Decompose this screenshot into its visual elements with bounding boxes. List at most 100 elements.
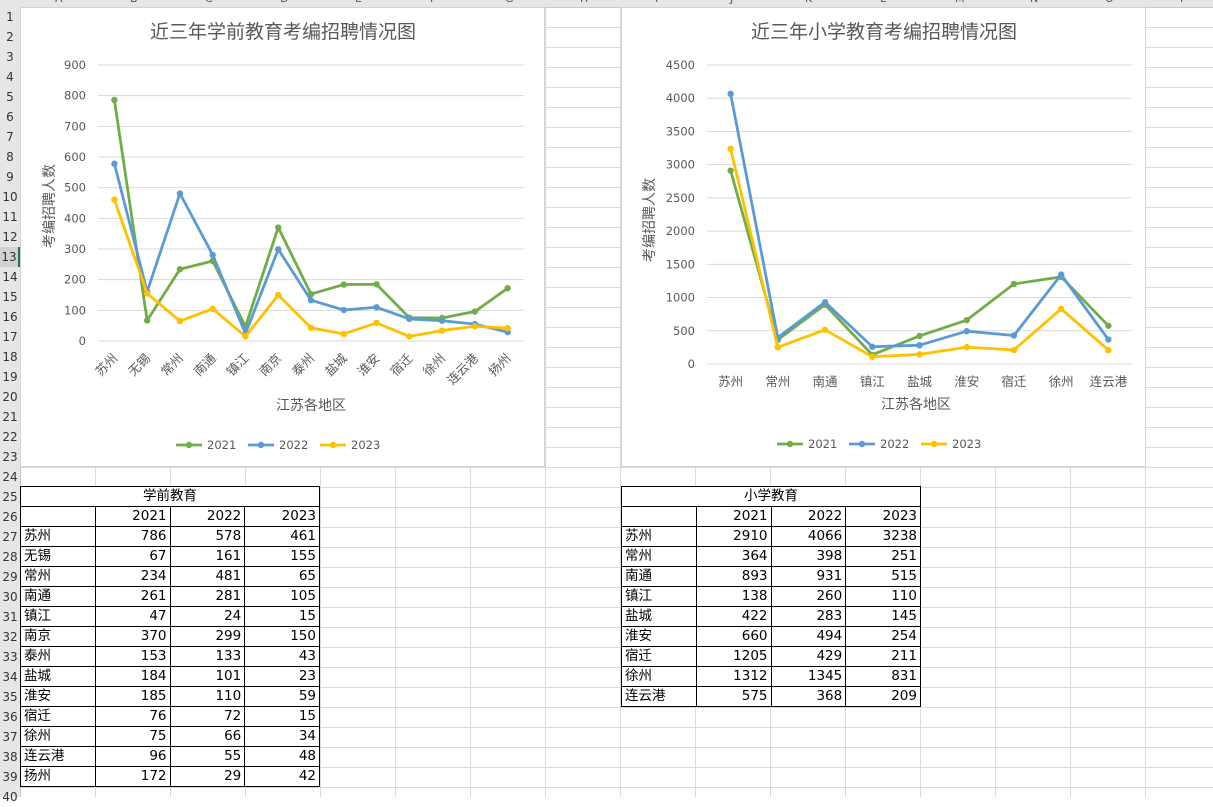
column-header-p[interactable]: P [1180,0,1187,5]
row-number-12[interactable]: 12 [2,230,18,244]
chart-primary-series-2022-point[interactable] [727,90,734,98]
row-number-4[interactable]: 4 [6,70,14,84]
chart-primary-series-2021-point[interactable] [916,332,923,340]
row-number-40[interactable]: 40 [2,790,18,804]
chart-preschool-series-2023-point[interactable] [438,327,446,334]
table-primary-value-cell[interactable]: 145 [845,606,921,627]
table-preschool-value-cell[interactable]: 55 [169,746,246,767]
table-primary-value-cell[interactable]: 831 [845,666,921,687]
table-preschool-value-cell[interactable]: 48 [244,746,320,767]
column-header-d[interactable]: D [280,0,288,5]
table-preschool-value-cell[interactable]: 59 [244,686,320,707]
table-primary-region-cell[interactable]: 徐州 [621,666,697,687]
chart-preschool-series-2021-point[interactable] [471,308,479,315]
row-number-38[interactable]: 38 [2,750,18,764]
row-number-37[interactable]: 37 [2,730,18,744]
chart-preschool-series-2022-point[interactable] [438,317,446,324]
table-preschool-header-cell[interactable] [20,506,96,527]
chart-preschool-series-2021-point[interactable] [176,266,184,273]
row-number-28[interactable]: 28 [2,550,18,564]
table-preschool-region-cell[interactable]: 南京 [20,626,96,647]
column-header-g[interactable]: G [505,0,514,5]
table-preschool-value-cell[interactable]: 161 [169,546,246,567]
row-number-34[interactable]: 34 [2,670,18,684]
row-number-8[interactable]: 8 [6,150,14,164]
row-number-19[interactable]: 19 [2,370,18,384]
chart-primary-series-2021-point[interactable] [963,316,970,324]
row-number-24[interactable]: 24 [2,470,18,484]
table-preschool-value-cell[interactable]: 370 [94,626,171,647]
row-number-36[interactable]: 36 [2,710,18,724]
table-preschool-region-cell[interactable]: 徐州 [20,726,96,747]
table-primary-value-cell[interactable]: 660 [695,626,772,647]
table-primary-value-cell[interactable]: 422 [695,606,772,627]
table-preschool-value-cell[interactable]: 67 [94,546,171,567]
table-primary-header-cell[interactable] [621,506,697,527]
chart-preschool-series-2023-point[interactable] [242,333,249,340]
chart-primary-series-2023-point[interactable] [821,326,829,333]
table-preschool-region-cell[interactable]: 连云港 [20,746,96,767]
chart-preschool-series-2023-point[interactable] [275,291,282,299]
chart-primary-series-2022-point[interactable] [869,343,876,350]
table-primary-value-cell[interactable]: 110 [845,586,921,607]
table-preschool-title[interactable]: 学前教育 [20,486,320,507]
table-primary-value-cell[interactable]: 575 [695,686,772,707]
table-primary-value-cell[interactable]: 893 [695,566,772,587]
chart-preschool-series-2023-point[interactable] [340,330,347,338]
chart-preschool-series-2023-point[interactable] [209,305,216,312]
chart-preschool-series-2023-point[interactable] [504,324,511,332]
chart-preschool-series-2022-point[interactable] [406,315,413,323]
table-primary-region-cell[interactable]: 宿迁 [621,646,697,667]
chart-preschool-series-2023-point[interactable] [143,290,151,297]
chart-preschool-series-2022-point[interactable] [176,190,184,197]
table-preschool-value-cell[interactable]: 172 [94,766,171,787]
table-primary-value-cell[interactable]: 368 [770,686,847,707]
row-number-22[interactable]: 22 [2,430,18,444]
table-preschool-value-cell[interactable]: 234 [94,566,171,587]
row-number-3[interactable]: 3 [6,50,14,64]
row-number-25[interactable]: 25 [2,490,18,504]
table-preschool-header-cell[interactable]: 2022 [169,506,246,527]
chart-primary-series-2022-point[interactable] [821,298,829,306]
chart-primary-series-2022-point[interactable] [963,327,970,335]
table-primary-region-cell[interactable]: 连云港 [621,686,697,707]
table-preschool-region-cell[interactable]: 扬州 [20,766,96,787]
table-preschool-header-cell[interactable]: 2023 [244,506,320,527]
table-primary-region-cell[interactable]: 盐城 [621,606,697,627]
row-number-7[interactable]: 7 [6,130,14,144]
column-header-m[interactable]: M [955,0,965,5]
table-primary-header-cell[interactable]: 2021 [695,506,772,527]
table-preschool-region-cell[interactable]: 镇江 [20,606,96,627]
table-preschool-value-cell[interactable]: 15 [244,706,320,727]
table-preschool-value-cell[interactable]: 281 [169,586,246,607]
table-preschool-value-cell[interactable]: 578 [169,526,246,547]
table-preschool-value-cell[interactable]: 110 [169,686,246,707]
column-header-b[interactable]: B [130,0,138,5]
table-primary-value-cell[interactable]: 1345 [770,666,847,687]
table-preschool-value-cell[interactable]: 72 [169,706,246,727]
table-preschool-value-cell[interactable]: 65 [244,566,320,587]
chart-preschool-series-2021-point[interactable] [111,96,118,104]
column-header-c[interactable]: C [205,0,213,5]
table-preschool-value-cell[interactable]: 24 [169,606,246,627]
table-primary-title[interactable]: 小学教育 [621,486,921,507]
table-primary-value-cell[interactable]: 254 [845,626,921,647]
table-preschool-value-cell[interactable]: 155 [244,546,320,567]
table-preschool-value-cell[interactable]: 76 [94,706,171,727]
table-preschool-value-cell[interactable]: 150 [244,626,320,647]
chart-preschool-series-2022-point[interactable] [275,246,282,253]
row-number-13[interactable]: 13 [0,247,20,267]
table-primary-region-cell[interactable]: 常州 [621,546,697,567]
table-primary-value-cell[interactable]: 4066 [770,526,847,547]
row-number-35[interactable]: 35 [2,690,18,704]
table-preschool-value-cell[interactable]: 299 [169,626,246,647]
table-primary-value-cell[interactable]: 211 [845,646,921,667]
row-number-5[interactable]: 5 [6,90,14,104]
row-number-6[interactable]: 6 [6,110,14,124]
column-header-j[interactable]: J [730,0,733,5]
chart-primary-series-2022-point[interactable] [1105,336,1112,343]
table-primary-value-cell[interactable]: 364 [695,546,772,567]
chart-preschool-series-2023-point[interactable] [176,317,184,325]
table-primary-value-cell[interactable]: 251 [845,546,921,567]
column-header-f[interactable]: F [430,0,436,5]
